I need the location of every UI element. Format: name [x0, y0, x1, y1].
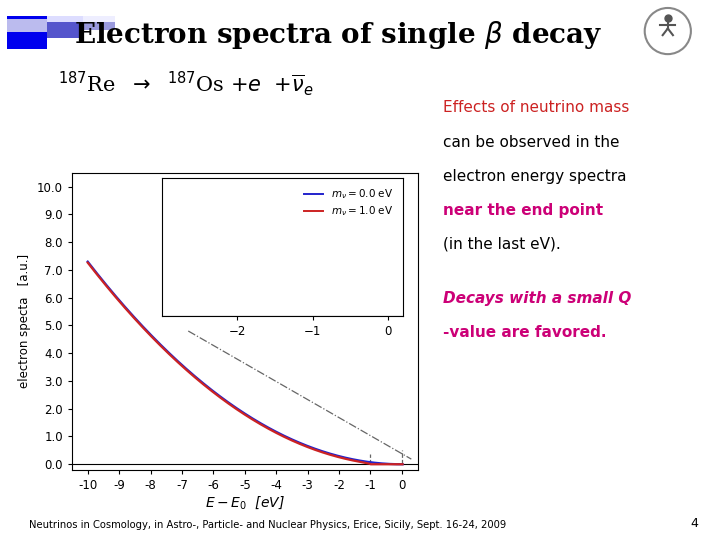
Text: Decays with a small Q: Decays with a small Q [443, 291, 631, 306]
Text: Neutrinos in Cosmology, in Astro-, Particle- and Nuclear Physics, Erice, Sicily,: Neutrinos in Cosmology, in Astro-, Parti… [29, 520, 506, 530]
Text: can be observed in the: can be observed in the [443, 134, 619, 150]
X-axis label: $E - E_0$  [eV]: $E - E_0$ [eV] [204, 495, 285, 511]
Y-axis label: electron specta   [a.u.]: electron specta [a.u.] [19, 254, 32, 388]
Text: electron energy spectra: electron energy spectra [443, 168, 626, 184]
Text: -value are favored.: -value are favored. [443, 325, 606, 340]
Text: $^{187}$Re  $\rightarrow$  $^{187}$Os $+ e$  $+ \overline{\nu}_e$: $^{187}$Re $\rightarrow$ $^{187}$Os $+ e… [58, 69, 313, 98]
Text: 4: 4 [690, 517, 698, 530]
Text: Electron spectra of single $\beta$ decay: Electron spectra of single $\beta$ decay [74, 19, 603, 51]
Text: near the end point: near the end point [443, 202, 603, 218]
Text: (in the last eV).: (in the last eV). [443, 237, 561, 252]
Text: Effects of neutrino mass: Effects of neutrino mass [443, 100, 629, 116]
Legend: $m_\nu = 0.0$ eV, $m_\nu = 1.0$ eV: $m_\nu = 0.0$ eV, $m_\nu = 1.0$ eV [300, 184, 398, 222]
